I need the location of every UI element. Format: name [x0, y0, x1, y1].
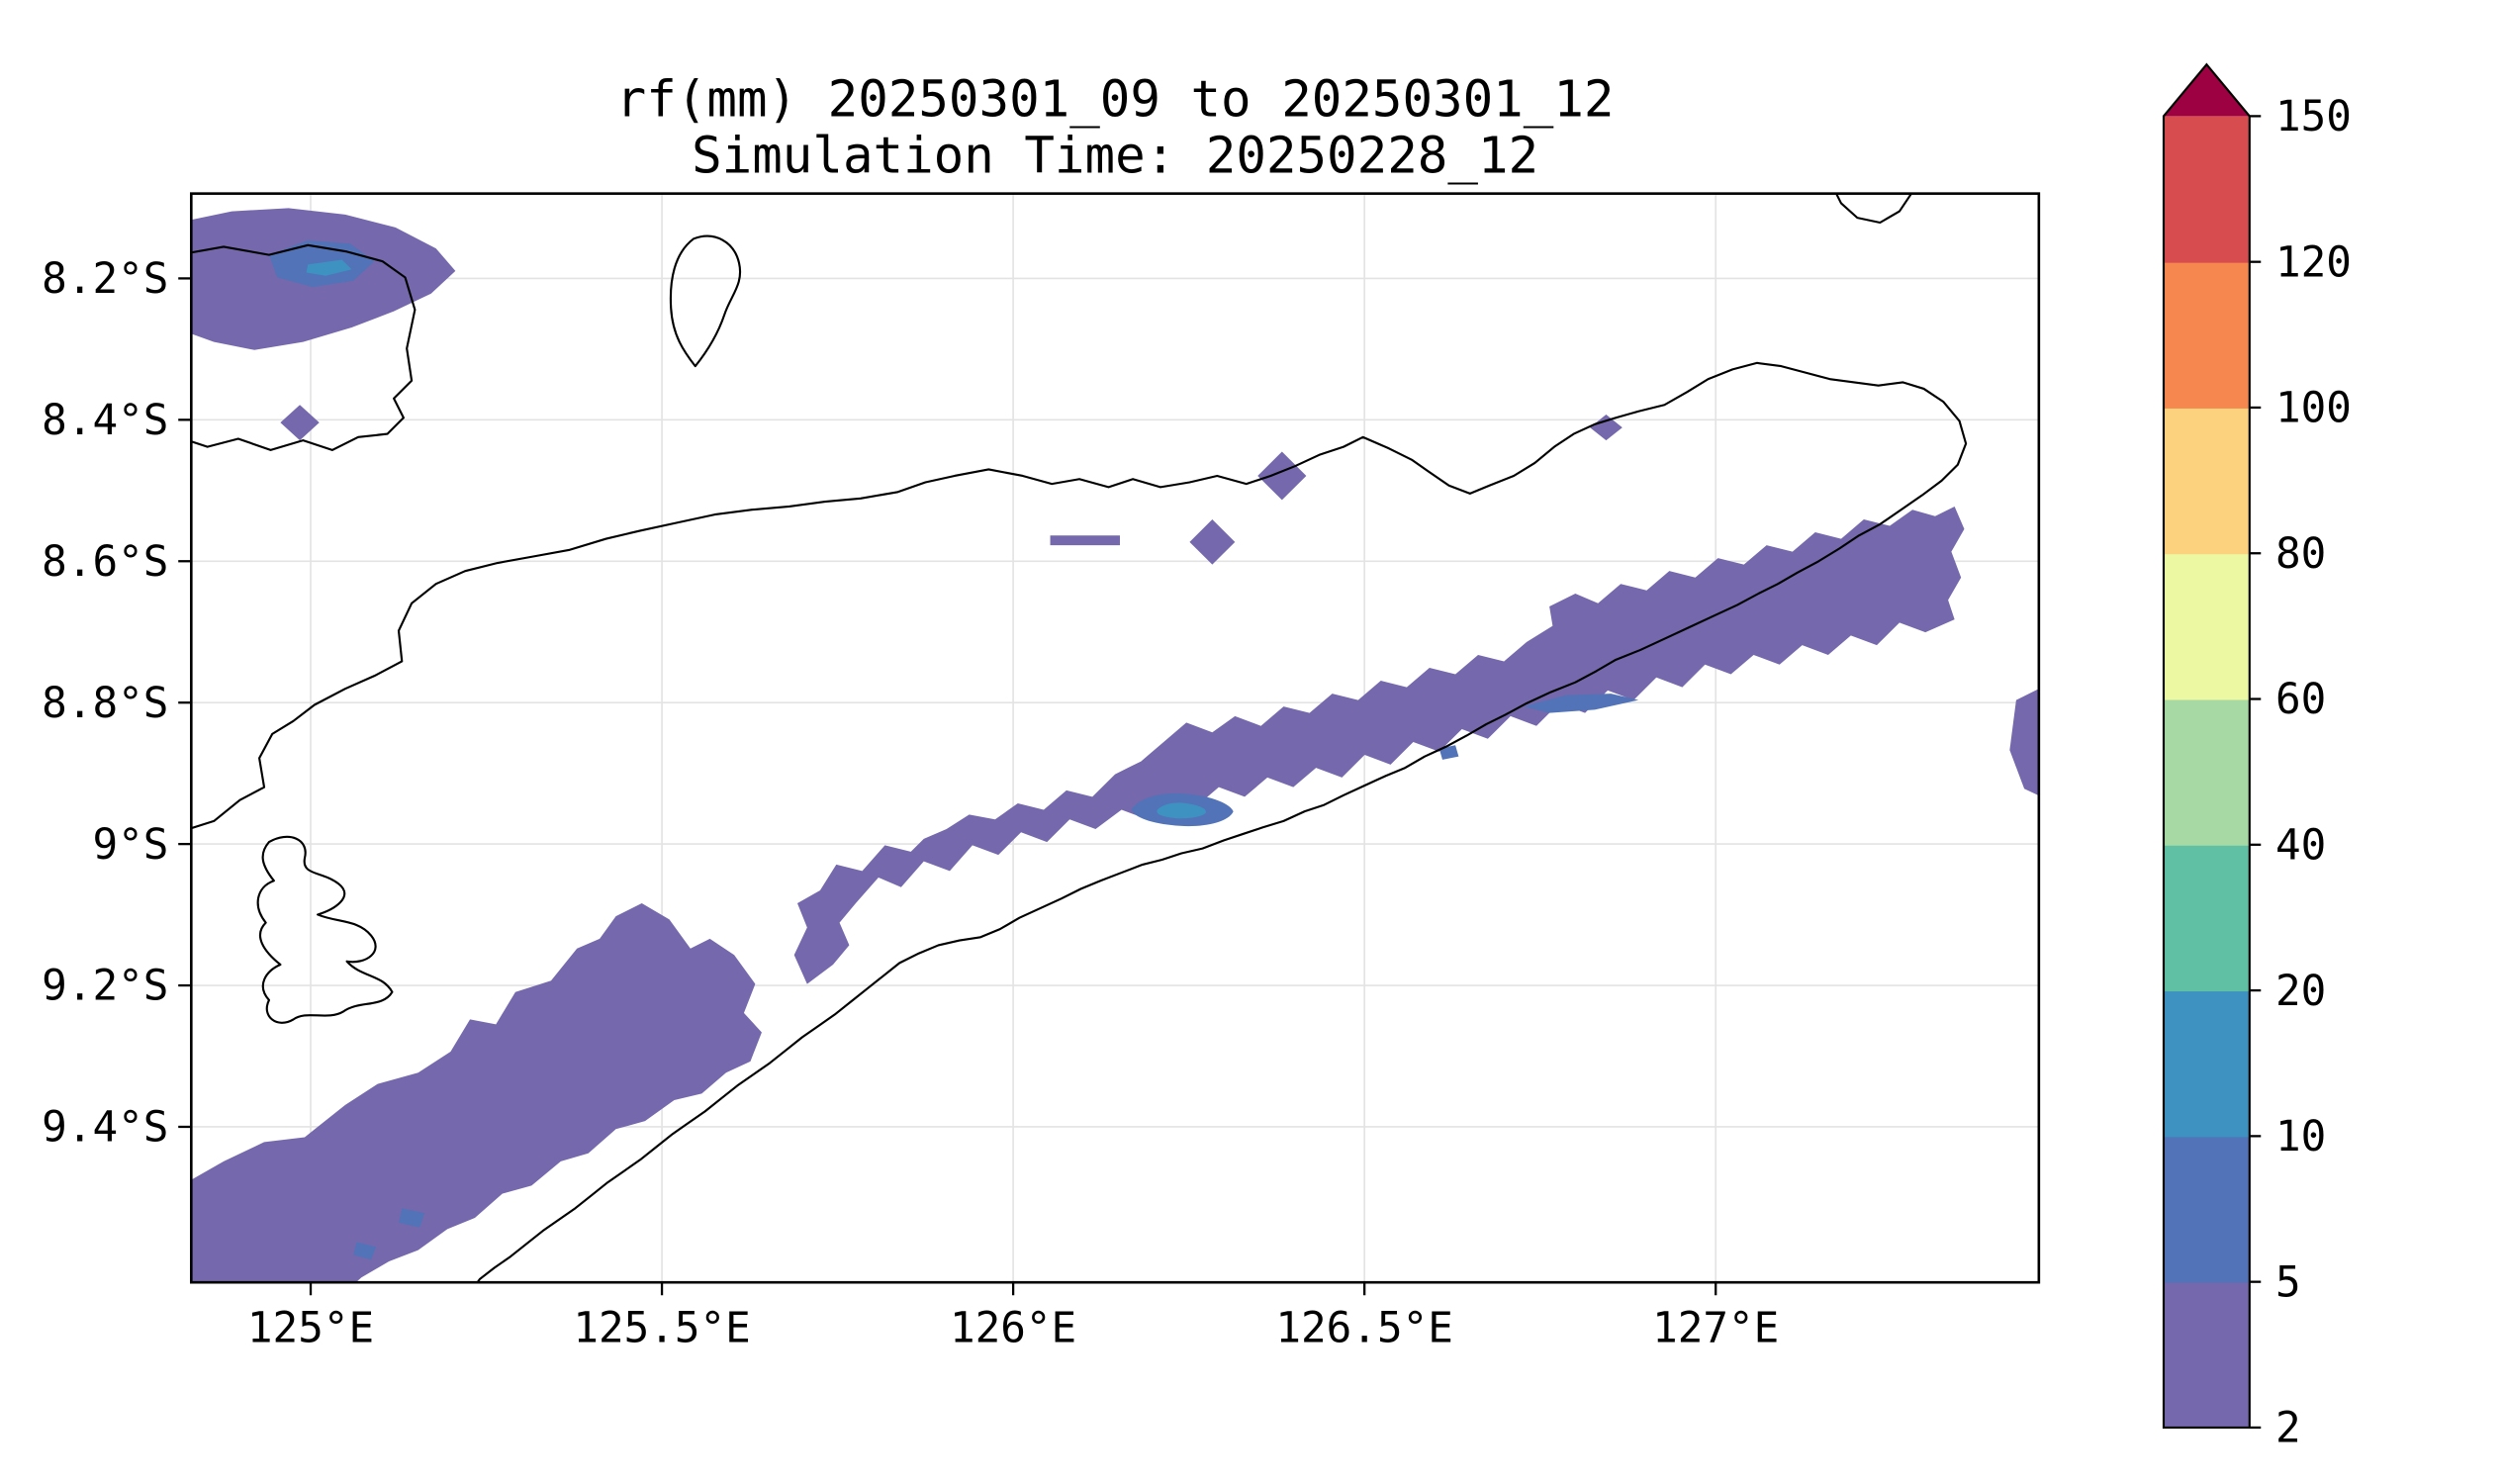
rain-contour-region [1257, 451, 1307, 501]
coastlines [191, 193, 1968, 1283]
rain-contour-region [398, 1208, 425, 1228]
rain-contour-region [306, 259, 352, 276]
x-axis: 125°E 125.5°E 126°E 126.5°E 127°E [247, 1282, 1779, 1352]
colorbar-tick-label: 60 [2275, 676, 2326, 724]
colorbar-segment [2163, 990, 2250, 1138]
rainfall-contours [191, 208, 2039, 1283]
colorbar-segment [2163, 844, 2250, 992]
rain-contour-region [191, 903, 762, 1283]
colorbar: 2 5 10 20 40 60 80 100 120 150 [2162, 62, 2352, 1453]
y-tick-label: 8.6°S [42, 538, 168, 587]
y-axis: 8.2°S 8.4°S 8.6°S 8.8°S 9°S 9.2°S 9.4°S [42, 255, 192, 1153]
colorbar-tick-label: 5 [2275, 1258, 2301, 1307]
plot-title: rf(mm) 20250301_09 to 20250301_12 [616, 70, 1615, 129]
colorbar-tick-label: 2 [2275, 1405, 2301, 1453]
coastline-path [256, 835, 394, 1024]
colorbar-segment [2163, 1136, 2250, 1283]
colorbar-tick-label: 20 [2275, 968, 2326, 1016]
coastline-path [191, 243, 417, 451]
y-tick-label: 8.4°S [42, 397, 168, 445]
rain-contour-region [1438, 745, 1459, 760]
rain-contour-region [1523, 694, 1639, 713]
rain-contour-region [793, 506, 1965, 984]
rain-contour-region [2009, 689, 2039, 796]
x-tick-label: 127°E [1652, 1305, 1779, 1353]
x-tick-label: 126.5°E [1275, 1305, 1452, 1353]
rain-contour-region [353, 1242, 377, 1260]
rain-contour-region [1590, 415, 1623, 441]
colorbar-segment [2163, 261, 2250, 409]
plot-subtitle: Simulation Time: 20250228_12 [692, 127, 1538, 185]
colorbar-segment [2163, 1281, 2250, 1429]
colorbar-segment [2163, 698, 2250, 846]
colorbar-tick-label: 150 [2275, 93, 2352, 141]
rain-contour-region [1157, 802, 1206, 819]
colorbar-over-arrow [2163, 64, 2250, 117]
colorbar-tick-label: 100 [2275, 385, 2352, 433]
coastline-path [669, 234, 742, 368]
map-area [191, 193, 2039, 1283]
plot-border [189, 192, 2041, 1284]
y-tick-label: 9°S [92, 821, 168, 870]
colorbar-segment [2163, 116, 2250, 263]
coastline-path [1834, 193, 1913, 225]
colorbar-tick-label: 10 [2275, 1113, 2326, 1161]
colorbar-segment [2163, 407, 2250, 555]
colorbar-outline [2162, 62, 2251, 1429]
y-tick-label: 9.2°S [42, 963, 168, 1011]
x-tick-label: 125.5°E [573, 1305, 750, 1353]
y-tick-label: 8.8°S [42, 680, 168, 728]
coastline-path [191, 361, 1968, 1283]
rain-contour-region [1050, 535, 1120, 546]
rain-contour-region [280, 405, 320, 441]
colorbar-segment [2163, 553, 2250, 700]
y-tick-label: 9.4°S [42, 1104, 168, 1153]
colorbar-tick-label: 40 [2275, 822, 2326, 871]
colorbar-tick-label: 120 [2275, 238, 2352, 287]
x-tick-label: 125°E [247, 1305, 374, 1353]
colorbar-tick-label: 80 [2275, 530, 2326, 579]
y-tick-label: 8.2°S [42, 255, 168, 304]
x-tick-label: 126°E [950, 1305, 1076, 1353]
rain-contour-region [1189, 519, 1236, 565]
